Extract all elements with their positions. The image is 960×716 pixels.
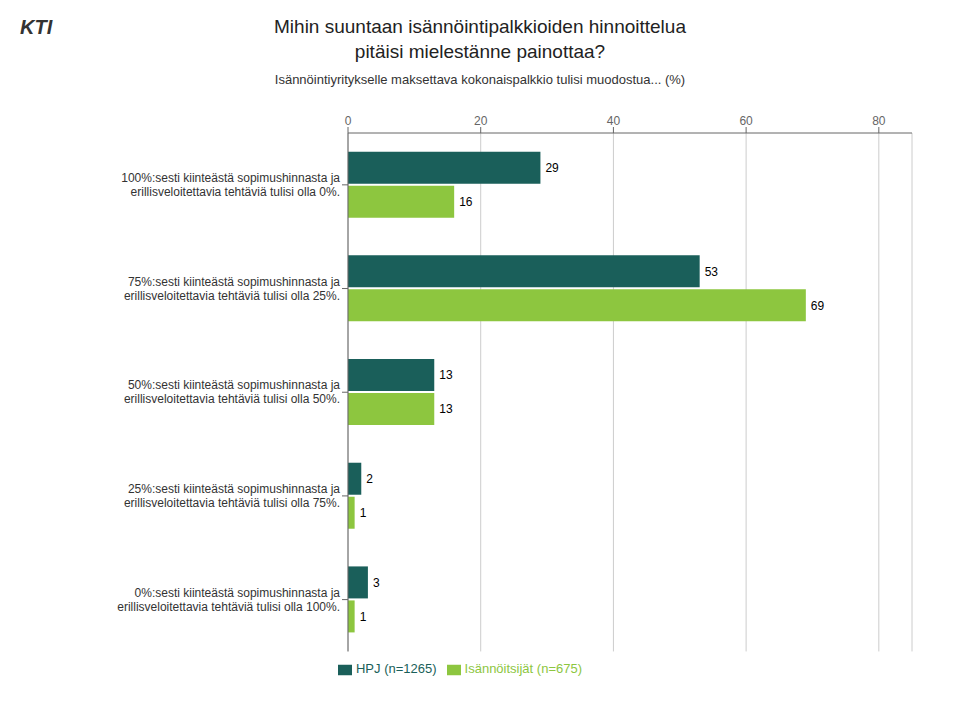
svg-text:29: 29 — [545, 161, 559, 175]
svg-text:80: 80 — [872, 114, 886, 128]
svg-text:75%:sesti kiinteästä sopimushi: 75%:sesti kiinteästä sopimushinnasta jae… — [124, 275, 340, 303]
svg-text:25%:sesti kiinteästä sopimushi: 25%:sesti kiinteästä sopimushinnasta jae… — [124, 482, 340, 510]
html-text:Isännöintiyritykselle maksetta: Isännöintiyritykselle maksettava kokonai… — [274, 72, 686, 87]
svg-text:0: 0 — [345, 114, 352, 128]
svg-text:0%:sesti kiinteästä sopimushin: 0%:sesti kiinteästä sopimushinnasta jaer… — [117, 586, 340, 614]
svg-text:13: 13 — [439, 368, 453, 382]
svg-text:60: 60 — [739, 114, 753, 128]
html-text:Mihin suuntaan isännöintipalkk: Mihin suuntaan isännöintipalkkioiden hin… — [274, 16, 686, 37]
svg-text:20: 20 — [474, 114, 488, 128]
svg-text:40: 40 — [607, 114, 621, 128]
svg-text:16: 16 — [459, 195, 473, 209]
svg-text:1: 1 — [360, 610, 367, 624]
html-text:pitäisi mielestänne painottaa?: pitäisi mielestänne painottaa? — [354, 41, 606, 62]
svg-text:53: 53 — [705, 265, 719, 279]
html-text:HPJ (n=1265): HPJ (n=1265) — [356, 661, 437, 677]
svg-text:69: 69 — [811, 299, 825, 313]
html-text:Isännöitsijät (n=675): Isännöitsijät (n=675) — [464, 661, 582, 677]
svg-text:13: 13 — [439, 402, 453, 416]
svg-text:1: 1 — [360, 506, 367, 520]
svg-text:2: 2 — [366, 472, 373, 486]
html-text:KTI: KTI — [20, 16, 53, 38]
svg-text:100%:sesti kiinteästä sopimush: 100%:sesti kiinteästä sopimushinnasta ja… — [121, 171, 340, 199]
svg-text:3: 3 — [373, 576, 380, 590]
svg-text:50%:sesti kiinteästä sopimushi: 50%:sesti kiinteästä sopimushinnasta jae… — [124, 378, 340, 406]
